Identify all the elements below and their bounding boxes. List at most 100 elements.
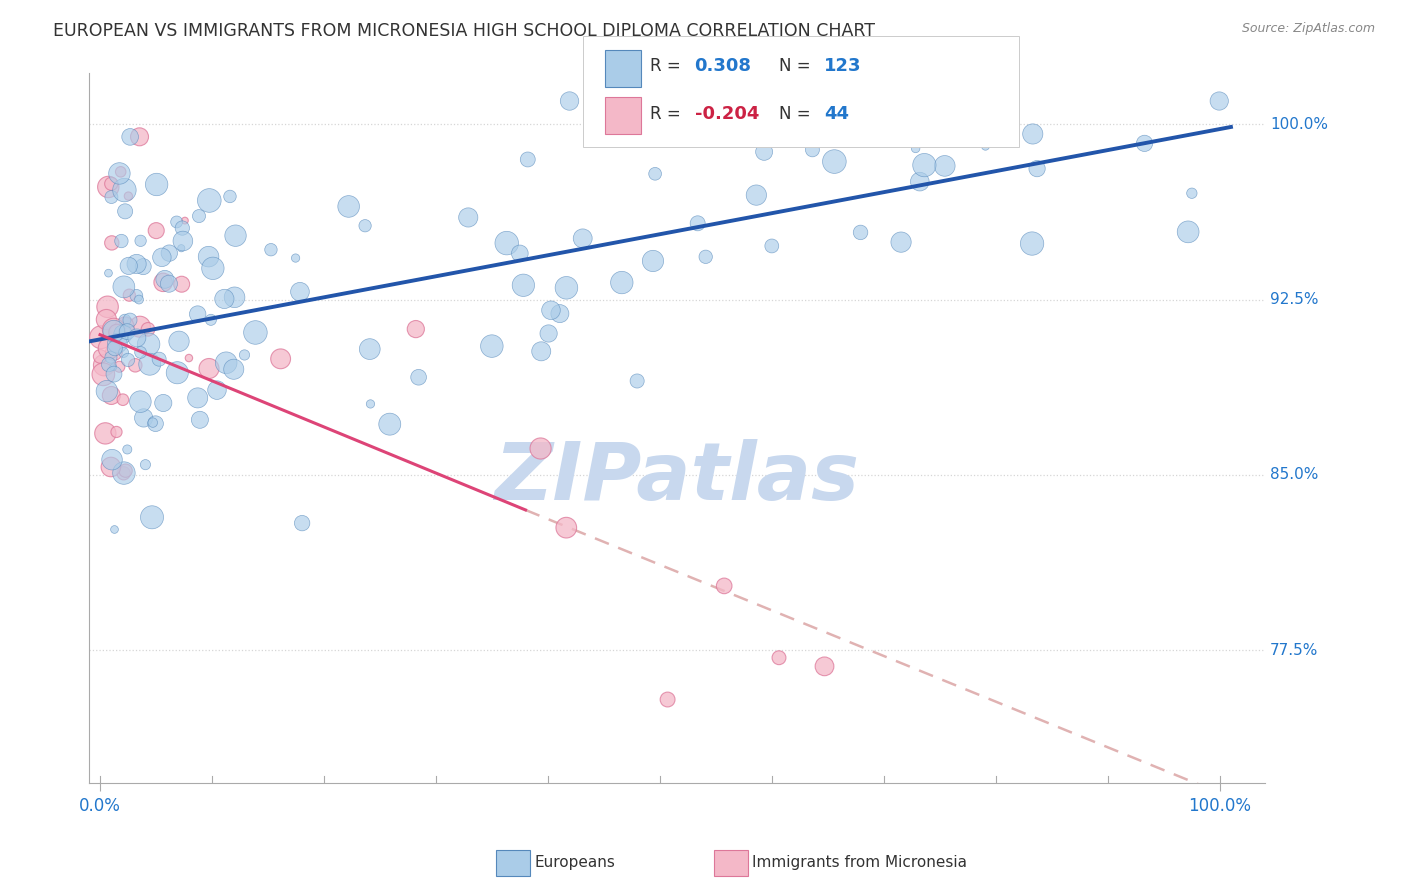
Point bbox=[904, 141, 927, 155]
Point bbox=[1181, 186, 1204, 201]
Point bbox=[284, 251, 307, 265]
Point bbox=[153, 272, 176, 286]
Point bbox=[100, 388, 122, 402]
Text: 85.0%: 85.0% bbox=[1270, 467, 1319, 483]
Point bbox=[90, 330, 112, 344]
Text: 0.308: 0.308 bbox=[695, 57, 752, 75]
Point bbox=[100, 350, 122, 364]
Point bbox=[558, 94, 581, 108]
Point bbox=[120, 129, 142, 144]
Point bbox=[114, 319, 136, 334]
Point bbox=[908, 175, 931, 189]
Point bbox=[118, 288, 141, 302]
Point bbox=[956, 121, 979, 136]
Point bbox=[768, 650, 790, 665]
Point bbox=[152, 396, 174, 410]
Text: Source: ZipAtlas.com: Source: ZipAtlas.com bbox=[1241, 22, 1375, 36]
Point bbox=[108, 166, 131, 180]
Point bbox=[270, 351, 292, 366]
Point bbox=[516, 153, 538, 167]
Text: Immigrants from Micronesia: Immigrants from Micronesia bbox=[752, 855, 967, 870]
Point bbox=[337, 199, 360, 213]
Point bbox=[713, 579, 735, 593]
Point bbox=[752, 145, 775, 159]
Point bbox=[166, 366, 188, 380]
Point bbox=[1177, 225, 1199, 239]
Point bbox=[124, 359, 146, 373]
Point bbox=[540, 303, 562, 318]
Point bbox=[110, 165, 132, 179]
Point bbox=[915, 94, 938, 108]
Point bbox=[481, 339, 503, 353]
Point bbox=[125, 331, 148, 345]
Text: R =: R = bbox=[650, 57, 686, 75]
Point bbox=[117, 189, 139, 203]
Point bbox=[378, 417, 401, 432]
Point bbox=[188, 209, 211, 223]
Point bbox=[132, 411, 155, 425]
Point bbox=[128, 293, 150, 307]
Point bbox=[225, 228, 247, 243]
Point bbox=[1208, 94, 1230, 108]
Point bbox=[100, 460, 122, 475]
Point bbox=[200, 313, 222, 327]
Text: N =: N = bbox=[779, 105, 815, 123]
Text: 77.5%: 77.5% bbox=[1270, 642, 1319, 657]
Point bbox=[93, 358, 115, 372]
Point bbox=[641, 254, 664, 268]
Point bbox=[142, 416, 165, 430]
Point bbox=[260, 243, 283, 257]
Point bbox=[117, 442, 139, 457]
Point bbox=[849, 226, 872, 240]
Point bbox=[112, 183, 135, 197]
Point bbox=[97, 266, 120, 280]
Point bbox=[359, 342, 381, 356]
Point bbox=[148, 352, 170, 367]
Text: 100.0%: 100.0% bbox=[1270, 117, 1329, 132]
Point bbox=[644, 167, 666, 181]
Text: -0.204: -0.204 bbox=[695, 105, 759, 123]
Text: 92.5%: 92.5% bbox=[1270, 293, 1319, 307]
Point bbox=[188, 413, 211, 427]
Point bbox=[233, 348, 256, 362]
Point bbox=[150, 250, 173, 264]
Point bbox=[890, 235, 912, 249]
Point bbox=[97, 180, 120, 194]
Point bbox=[548, 307, 571, 321]
Point bbox=[537, 326, 560, 341]
Point bbox=[145, 224, 167, 238]
Point bbox=[1022, 127, 1045, 141]
Point bbox=[129, 345, 152, 359]
Point bbox=[129, 234, 152, 248]
Point bbox=[571, 231, 593, 245]
Point bbox=[112, 467, 135, 481]
Point bbox=[823, 154, 845, 169]
Point bbox=[1133, 136, 1156, 151]
Point bbox=[291, 516, 314, 530]
Point bbox=[104, 341, 127, 355]
Point bbox=[114, 313, 136, 327]
Point bbox=[101, 452, 124, 467]
Point bbox=[626, 374, 648, 388]
Point bbox=[145, 417, 167, 431]
Point bbox=[198, 194, 221, 208]
Point bbox=[170, 241, 193, 255]
Point bbox=[198, 361, 221, 376]
Point bbox=[512, 278, 534, 293]
Point bbox=[125, 257, 148, 271]
Text: 44: 44 bbox=[824, 105, 849, 123]
Point bbox=[94, 426, 117, 441]
Text: N =: N = bbox=[779, 57, 815, 75]
Point bbox=[187, 307, 209, 321]
Point bbox=[222, 362, 245, 376]
Point bbox=[187, 391, 209, 405]
Point bbox=[100, 177, 122, 191]
Text: Europeans: Europeans bbox=[534, 855, 616, 870]
Point bbox=[138, 357, 160, 371]
Point bbox=[134, 458, 156, 472]
Point bbox=[115, 316, 138, 330]
Point bbox=[118, 313, 141, 327]
Point bbox=[224, 290, 246, 304]
Point bbox=[359, 397, 381, 411]
Point bbox=[97, 300, 120, 314]
